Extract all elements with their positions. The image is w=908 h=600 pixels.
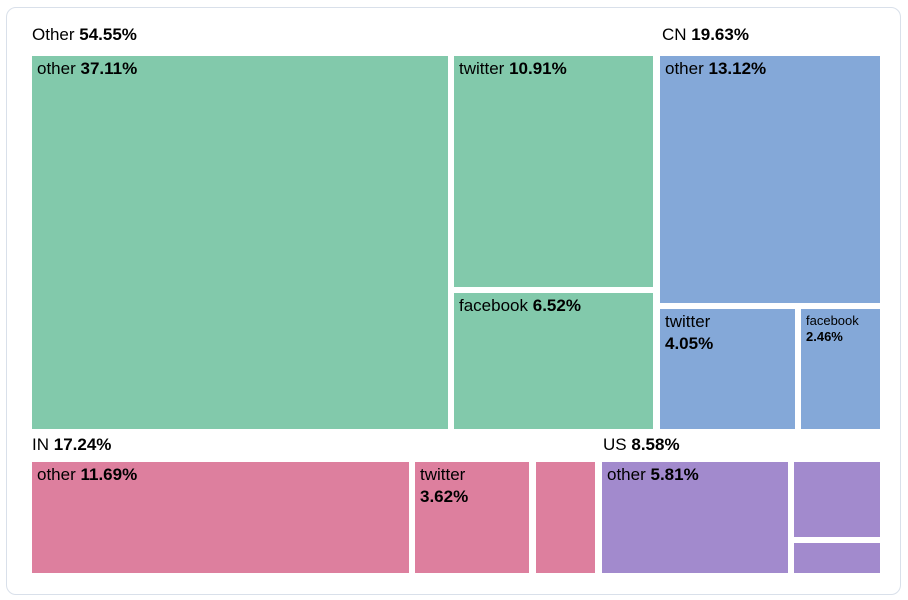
treemap-cell-us-unlabeled-2[interactable]	[794, 543, 880, 573]
cell-value: 3.62%	[420, 487, 469, 506]
treemap-cell-in-twitter[interactable]: twitter 3.62%	[415, 462, 529, 573]
treemap-cell-cn-facebook[interactable]: facebook 2.46%	[801, 309, 880, 429]
group-value: 17.24%	[53, 435, 112, 454]
treemap-cell-cn-twitter[interactable]: twitter 4.05%	[660, 309, 795, 429]
treemap-cell-other-other[interactable]: other 37.11%	[32, 56, 448, 429]
group-header-other: Other 54.55%	[32, 24, 137, 46]
group-label: Other	[32, 25, 75, 44]
treemap-cell-other-twitter[interactable]: twitter 10.91%	[454, 56, 653, 287]
cell-value: 13.12%	[708, 59, 767, 78]
group-label: IN	[32, 435, 49, 454]
cell-label: other	[607, 465, 646, 484]
group-label: CN	[662, 25, 687, 44]
group-value: 19.63%	[691, 25, 749, 44]
treemap-cell-us-unlabeled-1[interactable]	[794, 462, 880, 537]
treemap-cell-cn-other[interactable]: other 13.12%	[660, 56, 880, 303]
cell-label: twitter	[420, 465, 466, 484]
group-header-in: IN 17.24%	[32, 434, 111, 456]
cell-label: other	[37, 465, 76, 484]
cell-value: 2.46%	[806, 329, 843, 344]
group-value: 8.58%	[631, 435, 680, 454]
cell-label: twitter	[459, 59, 505, 78]
treemap-cell-in-unlabeled[interactable]	[536, 462, 595, 573]
cell-value: 37.11%	[80, 59, 138, 78]
cell-value: 4.05%	[665, 334, 714, 353]
cell-label: other	[37, 59, 76, 78]
treemap-cell-in-other[interactable]: other 11.69%	[32, 462, 409, 573]
cell-label: facebook	[806, 313, 859, 328]
cell-label: twitter	[665, 312, 711, 331]
group-value: 54.55%	[79, 25, 137, 44]
group-label: US	[603, 435, 627, 454]
group-header-cn: CN 19.63%	[662, 24, 749, 46]
cell-value: 5.81%	[650, 465, 699, 484]
cell-value: 10.91%	[509, 59, 567, 78]
cell-value: 6.52%	[532, 296, 581, 315]
cell-label: other	[665, 59, 704, 78]
group-header-us: US 8.58%	[603, 434, 680, 456]
cell-label: facebook	[459, 296, 528, 315]
cell-value: 11.69%	[80, 465, 138, 484]
treemap-cell-us-other[interactable]: other 5.81%	[602, 462, 788, 573]
treemap-cell-other-facebook[interactable]: facebook 6.52%	[454, 293, 653, 429]
